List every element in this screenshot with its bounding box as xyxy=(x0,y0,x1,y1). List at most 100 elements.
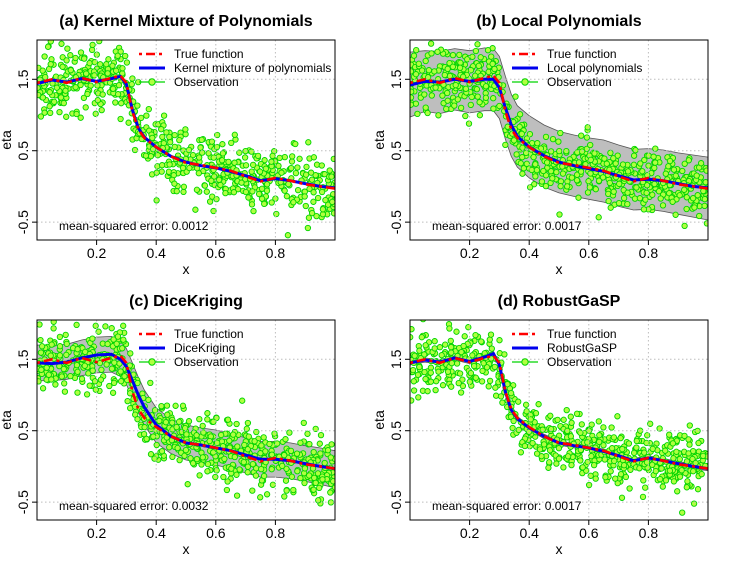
observation-point xyxy=(573,171,581,178)
observation-point xyxy=(67,67,74,74)
y-axis-label: eta xyxy=(371,410,387,430)
observation-point xyxy=(573,177,581,184)
observation-point xyxy=(518,130,525,138)
x-tick-label: 0.4 xyxy=(519,245,539,261)
observation-point xyxy=(444,89,451,97)
observation-point xyxy=(455,379,462,387)
observation-point xyxy=(189,460,197,467)
observation-point xyxy=(452,81,459,89)
observation-point xyxy=(410,52,418,59)
observation-point xyxy=(166,444,173,451)
observation-point xyxy=(658,465,665,472)
observation-point xyxy=(473,86,481,93)
observation-point xyxy=(669,440,677,447)
observation-point xyxy=(193,186,201,193)
observation-point xyxy=(672,211,679,218)
observation-point xyxy=(110,379,118,387)
observation-point xyxy=(534,140,541,147)
observation-point xyxy=(656,475,664,483)
panel-title: (d) RobustGaSP xyxy=(498,293,621,310)
y-tick-label: -0.5 xyxy=(388,490,404,514)
observation-point xyxy=(530,153,537,161)
observation-point xyxy=(211,173,218,180)
mse-annotation: mean-squared error: 0.0017 xyxy=(432,219,582,233)
observation-point xyxy=(545,464,552,471)
observation-point xyxy=(538,178,546,185)
observation-point xyxy=(643,439,650,447)
observation-point xyxy=(693,172,700,179)
observation-point xyxy=(443,105,450,113)
observation-point xyxy=(242,162,250,169)
observation-point xyxy=(98,106,105,114)
observation-point xyxy=(482,94,490,101)
observation-point xyxy=(650,153,657,160)
observation-point xyxy=(305,139,312,146)
observation-point xyxy=(289,153,296,160)
observation-point xyxy=(39,67,46,74)
observation-point xyxy=(422,57,429,65)
observation-point xyxy=(476,99,483,106)
observation-point xyxy=(203,188,210,195)
observation-point xyxy=(147,379,154,387)
observation-point xyxy=(109,389,117,396)
observation-point xyxy=(610,155,617,162)
observation-point xyxy=(231,131,238,138)
observation-point xyxy=(297,439,304,446)
observation-point xyxy=(624,168,632,175)
observation-point xyxy=(269,481,277,488)
observation-point xyxy=(181,452,188,459)
observation-point xyxy=(478,378,486,385)
observation-point xyxy=(453,328,460,335)
observation-point xyxy=(39,385,47,392)
observation-point xyxy=(48,376,55,383)
observation-point xyxy=(457,59,464,66)
observation-point xyxy=(684,478,691,485)
observation-point xyxy=(326,167,333,174)
observation-point xyxy=(225,158,232,166)
observation-point xyxy=(640,477,647,484)
observation-point xyxy=(184,481,191,488)
observation-point xyxy=(301,465,309,472)
observation-point xyxy=(37,113,45,120)
observation-point xyxy=(542,133,550,141)
observation-point xyxy=(665,163,672,170)
observation-point xyxy=(448,349,455,356)
observation-point xyxy=(48,341,55,348)
x-axis-label: x xyxy=(556,261,563,277)
legend-label-estimate: DiceKriging xyxy=(174,341,235,355)
observation-point xyxy=(77,81,84,89)
observation-point xyxy=(492,384,499,391)
observation-point xyxy=(171,131,178,139)
observation-point xyxy=(679,167,686,175)
legend-label-observation: Observation xyxy=(547,75,612,89)
observation-point xyxy=(131,146,139,154)
observation-point xyxy=(67,52,74,59)
observation-point xyxy=(196,472,203,479)
observation-point xyxy=(236,149,243,156)
observation-point xyxy=(142,152,150,159)
observation-point xyxy=(703,220,708,227)
observation-point xyxy=(198,136,205,143)
observation-point xyxy=(607,468,614,475)
observation-point xyxy=(413,46,420,54)
observation-point xyxy=(694,192,701,199)
observation-point xyxy=(610,434,618,441)
observation-point xyxy=(123,59,131,66)
observation-point xyxy=(633,184,640,191)
observation-point xyxy=(158,402,165,410)
observation-point xyxy=(234,443,241,450)
observation-point xyxy=(515,398,522,405)
x-tick-label: 0.2 xyxy=(460,525,480,541)
observation-point xyxy=(257,494,264,501)
observation-point xyxy=(673,448,680,455)
observation-point xyxy=(52,381,59,388)
panel-3: 0.2 0.4 0.6 0.8 -0.5 0.5 1.5 (c) DiceKriging x et… xyxy=(0,293,336,557)
observation-point xyxy=(595,214,602,221)
observation-point xyxy=(418,67,426,74)
observation-point xyxy=(526,184,534,191)
observation-point xyxy=(61,380,68,387)
panel-title: (a) Kernel Mixture of Polynomials xyxy=(59,13,312,30)
observation-point xyxy=(44,43,52,50)
observation-point xyxy=(283,193,291,200)
observation-point xyxy=(543,159,551,166)
